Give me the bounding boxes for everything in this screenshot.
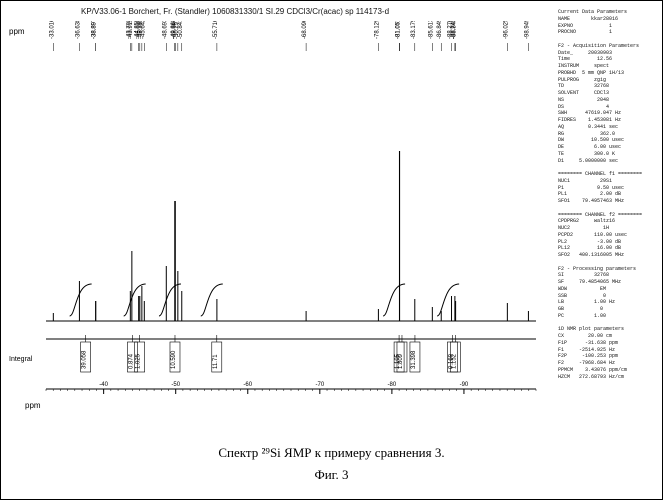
peak-label: -55.716 xyxy=(213,21,219,39)
x-tick-label: -70 xyxy=(315,382,324,388)
peak-label: -36.638 xyxy=(75,21,81,39)
integral-label: 0.874 xyxy=(128,353,134,369)
scan-header: KP/V33.06-1 Borchert, Fr. (Standler) 106… xyxy=(81,7,389,16)
integral-label: 11.71 xyxy=(213,354,219,369)
peak-label: -78.129 xyxy=(374,21,380,39)
integral-label: 1.025 xyxy=(136,353,142,369)
page-container: KP/V33.06-1 Borchert, Fr. (Standler) 106… xyxy=(0,0,663,500)
parameters-sidebar: Current Data Parameters NAME kkar28016 E… xyxy=(558,9,656,380)
peak-label: -38.897 xyxy=(92,21,98,39)
x-tick-label: -90 xyxy=(460,382,469,388)
peak-label: -98.949 xyxy=(524,21,530,39)
figure-caption: Спектр ²⁹Si ЯМР к примеру сравнения 3. xyxy=(1,445,662,461)
integral-label: 10.590 xyxy=(171,350,177,369)
x-tick-label: -60 xyxy=(243,382,252,388)
figure-number: Фиг. 3 xyxy=(1,467,662,483)
x-tick-label: -50 xyxy=(171,382,180,388)
spectrum-svg: -33.016-36.638-38.897-38.897-43.703-43.9… xyxy=(21,21,541,401)
peak-label: -43.915 xyxy=(128,21,134,39)
peak-label: -48.693 xyxy=(162,21,168,39)
integral-label: 39.058 xyxy=(82,350,88,369)
peak-label: -81.071 xyxy=(396,21,402,39)
nmr-spectrum-plot: -33.016-36.638-38.897-38.897-43.703-43.9… xyxy=(21,21,541,401)
peak-label: -86.849 xyxy=(437,21,443,39)
peak-label: -68.096 xyxy=(302,21,308,39)
x-tick-label: -40 xyxy=(99,382,108,388)
peak-label: -83.179 xyxy=(411,21,417,39)
peak-label: -88.845 xyxy=(452,21,458,39)
integral-label: 1.809 xyxy=(398,353,404,369)
peak-label: -33.016 xyxy=(49,21,55,39)
peak-label: -50.841 xyxy=(178,21,184,39)
peak-label: -85.613 xyxy=(428,21,434,39)
peak-label: -45.642 xyxy=(140,21,146,39)
integral-label: 31.398 xyxy=(411,350,417,369)
peak-label: -96.025 xyxy=(503,21,509,39)
integral-label: 1.152 xyxy=(451,353,457,369)
x-axis-label: ppm xyxy=(25,401,41,410)
x-tick-label: -80 xyxy=(388,382,397,388)
